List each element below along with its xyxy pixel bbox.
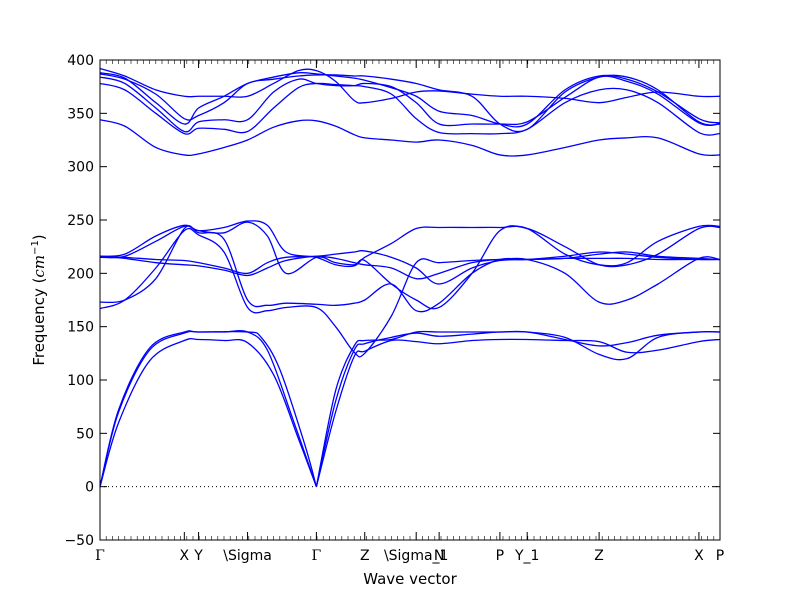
y-tick-label: −50 — [64, 533, 94, 549]
y-tick-label: 400 — [67, 53, 94, 69]
x-axis-title: Wave vector — [363, 570, 457, 588]
x-tick-label: Y — [193, 548, 203, 564]
phonon-branch-4 — [315, 338, 721, 487]
y-tick-label: 250 — [67, 213, 94, 229]
x-tick-label: \Sigma — [223, 548, 272, 564]
x-tick-label: P — [716, 548, 724, 564]
phonon-branch-13 — [99, 119, 721, 157]
series-layer — [99, 67, 721, 487]
y-tick-label: 200 — [67, 266, 94, 282]
x-tick-label: P — [496, 548, 504, 564]
phonon-branch-5 — [315, 330, 721, 487]
x-tick-label: Y_1 — [514, 548, 539, 564]
x-tick-label: X — [694, 548, 704, 564]
axes-frame — [99, 59, 721, 541]
x-tick-label: N — [434, 548, 444, 564]
y-axis-title-main: Frequency ( — [30, 278, 48, 366]
x-tick-label: Γ — [312, 548, 322, 564]
y-axis-title: Frequency (cm−1) — [30, 234, 48, 365]
x-tick-label: Z — [360, 548, 370, 564]
x-tick-label: Γ — [95, 548, 105, 564]
phonon-branch-12 — [99, 255, 720, 280]
phonon-branch-18 — [99, 73, 721, 133]
y-tick-label: 300 — [67, 160, 94, 176]
phonon-branch-1 — [99, 337, 317, 487]
phonon-branch-17 — [99, 67, 721, 104]
phonon-branch-16 — [99, 72, 721, 128]
y-tick-label: 0 — [85, 480, 94, 496]
y-tick-label: 150 — [67, 320, 94, 336]
phonon-branch-10 — [99, 220, 721, 268]
phonon-branch-8 — [99, 225, 721, 313]
y-axis-ticks: −50 0 50 100 150 200 250 300 350 400 — [64, 53, 720, 549]
y-tick-label: 100 — [67, 373, 94, 389]
y-tick-label: 350 — [67, 106, 94, 122]
phonon-branch-14 — [99, 82, 721, 136]
x-tick-label: \Sigma_1 — [384, 548, 449, 564]
phonon-branch-11 — [99, 249, 721, 285]
x-tick-label: Z — [594, 548, 604, 564]
x-tick-label: X — [180, 548, 190, 564]
phonon-branch-6 — [315, 330, 721, 487]
minor-ticks — [105, 60, 715, 540]
y-tick-label: 50 — [76, 426, 94, 442]
phonon-branch-3 — [99, 330, 318, 487]
y-axis-title-exponent: −1 — [30, 240, 41, 255]
x-axis-ticks: Γ X Y \Sigma Γ Z \Sigma_1N P Y_1 Z X P — [95, 60, 724, 564]
y-axis-title-unit: cm — [30, 255, 48, 278]
phonon-branch-7 — [99, 227, 721, 358]
y-axis-title-close: ) — [30, 234, 48, 240]
